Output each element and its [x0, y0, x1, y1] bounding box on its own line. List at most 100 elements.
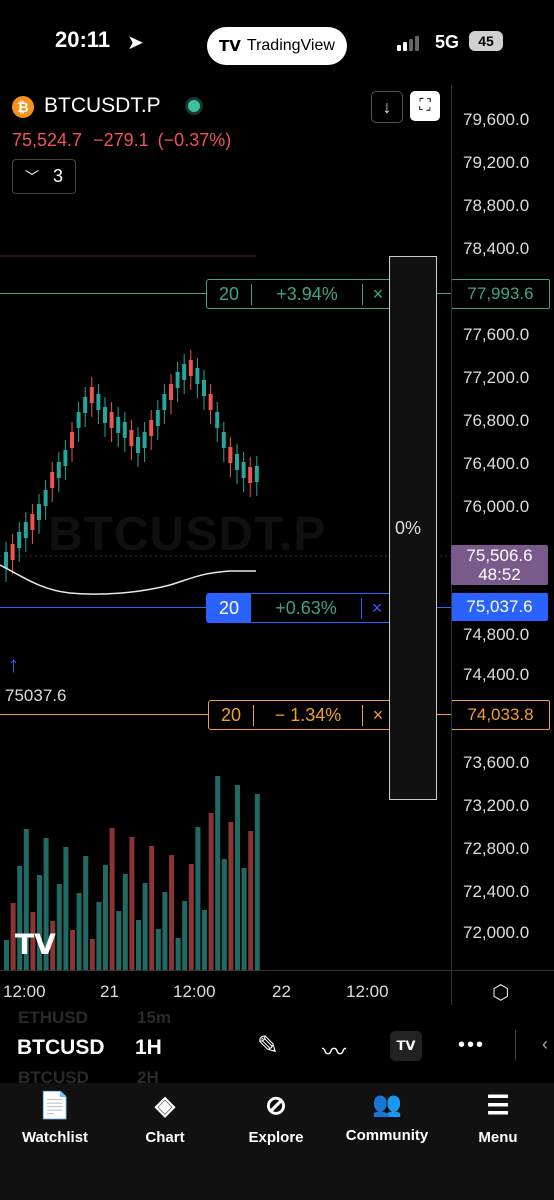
current-price-tag: 75,506.6 48:52: [451, 545, 548, 585]
volume-bar: [241, 868, 247, 970]
tp-qty: 20: [207, 283, 252, 305]
candle-body: [254, 466, 259, 482]
chart-icon: ◈: [155, 1090, 175, 1120]
candle-body: [195, 368, 200, 384]
nav-menu[interactable]: ☰ Menu: [443, 1090, 553, 1146]
x-tick: 12:00: [346, 982, 389, 1001]
nav-watchlist[interactable]: 📄 Watchlist: [0, 1090, 110, 1146]
fullscreen-button[interactable]: ⛶: [410, 91, 440, 121]
price-tick: 72,800.0: [463, 839, 530, 858]
menu-icon: ☰: [486, 1090, 510, 1120]
volume-bar: [221, 859, 227, 970]
candle-body: [215, 412, 220, 428]
volume-bar: [103, 865, 108, 970]
volume-bar: [188, 864, 194, 970]
ghost-tf-top: 15m: [137, 1008, 172, 1027]
candle-body: [149, 420, 154, 436]
stop-loss-order[interactable]: 20 − 1.34% ×: [208, 700, 394, 730]
candle-body: [248, 467, 253, 483]
price-summary: 75,524.7 −279.1 (−0.37%): [12, 130, 231, 151]
candle-body: [43, 490, 48, 506]
candle-body: [17, 532, 22, 548]
status-time: 20:11: [55, 27, 111, 52]
bitcoin-icon: ₿: [12, 96, 34, 118]
position-range-box[interactable]: [389, 256, 437, 800]
app-pill[interactable]: 𝗧𝗩 TradingView: [207, 27, 347, 65]
nav-community[interactable]: 👥 Community: [332, 1090, 442, 1144]
candle-body: [109, 412, 114, 428]
chart-watermark: BTCUSDT.P: [48, 508, 327, 561]
drawing-tool-icon[interactable]: ✎: [257, 1030, 279, 1060]
volume-bar: [162, 892, 168, 970]
price-chart[interactable]: [0, 85, 451, 970]
candle-body: [30, 514, 35, 530]
indicators-toggle[interactable]: ﹀ 3: [12, 159, 76, 194]
price-tick: 74,800.0: [463, 625, 530, 644]
candle-body: [129, 430, 134, 446]
candle-body: [122, 422, 127, 438]
indicator-count: 3: [52, 166, 63, 186]
nav-explore[interactable]: ⊘ Explore: [221, 1090, 331, 1146]
timeframe-selector[interactable]: 1H: [135, 1036, 162, 1059]
nav-label: Chart: [145, 1129, 185, 1146]
chart-settings-icon[interactable]: ⬡: [492, 982, 510, 1004]
nav-chart[interactable]: ◈ Chart: [110, 1090, 220, 1146]
signal-icon: [397, 36, 419, 51]
volume-bar: [129, 837, 135, 970]
symbol-selector[interactable]: BTCUSD: [17, 1036, 105, 1059]
battery-icon: 45: [469, 31, 503, 51]
candle-body: [241, 462, 246, 478]
nav-label: Watchlist: [21, 1129, 89, 1146]
price-tick: 72,000.0: [463, 923, 530, 942]
volume-bar: [122, 874, 128, 970]
compass-icon: ⊘: [265, 1090, 287, 1120]
entry-qty: 20: [207, 594, 251, 622]
volume-bar: [4, 940, 9, 970]
app-pill-label: TradingView: [246, 37, 335, 54]
volume-bar: [142, 883, 148, 970]
volume-bar: [30, 912, 36, 970]
entry-order[interactable]: 20 +0.63% ×: [206, 593, 394, 623]
sl-qty: 20: [209, 704, 254, 726]
tv-tools-icon[interactable]: 𝗧𝗩: [390, 1031, 422, 1061]
market-open-dot-icon: [188, 100, 200, 112]
candle-body: [188, 360, 193, 376]
candle-body: [83, 397, 88, 413]
more-icon[interactable]: •••: [458, 1034, 486, 1056]
entry-pct: +0.63%: [251, 597, 362, 619]
volume-bar: [235, 785, 240, 970]
entry-close-icon[interactable]: ×: [371, 597, 383, 618]
take-profit-order[interactable]: 20 +3.94% ×: [206, 279, 394, 309]
tp-price-tag: 77,993.6: [451, 279, 550, 309]
entry-price-tag: 75,037.6: [451, 593, 548, 621]
chevron-left-icon[interactable]: ‹: [542, 1034, 548, 1054]
x-tick: 12:00: [173, 982, 216, 1001]
price-tick: 79,200.0: [463, 153, 530, 172]
volume-bar: [89, 939, 95, 970]
download-button[interactable]: ↓: [371, 91, 403, 123]
tp-close-icon[interactable]: ×: [372, 283, 384, 304]
fill-marker-price: 75037.6: [5, 686, 67, 705]
fullscreen-icon: ⛶: [419, 97, 431, 114]
last-price: 75,524.7: [12, 130, 83, 150]
candle-body: [235, 454, 239, 470]
volume-bar: [109, 828, 115, 970]
compare-lines-icon[interactable]: 〰: [322, 1039, 346, 1066]
volume-bar: [195, 827, 201, 970]
tp-pct: +3.94%: [252, 283, 363, 305]
symbol-title[interactable]: BTCUSDT.P: [44, 94, 161, 117]
sl-close-icon[interactable]: ×: [372, 704, 384, 725]
candle-body: [89, 387, 94, 403]
volume-bar: [208, 813, 214, 970]
nav-label: Explore: [248, 1129, 304, 1146]
price-tick: 76,400.0: [463, 454, 530, 473]
candle-body: [221, 432, 226, 448]
price-tick: 73,200.0: [463, 796, 530, 815]
volume-bar: [248, 831, 254, 970]
symbol-bar: [0, 1005, 554, 1085]
volume-bar: [175, 938, 181, 970]
price-tick: 77,200.0: [463, 368, 530, 387]
tradingview-logo-icon: 𝗧𝗩: [219, 38, 241, 55]
volume-bar: [202, 910, 207, 970]
bottom-nav: [0, 1083, 554, 1200]
